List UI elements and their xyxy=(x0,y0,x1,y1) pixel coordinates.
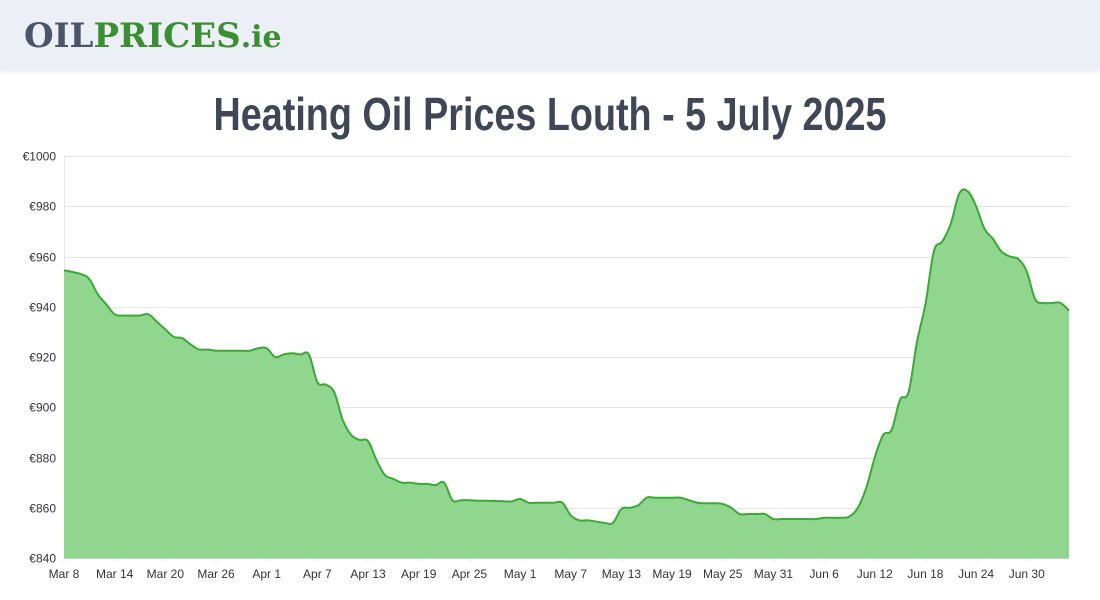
top-bar: OILPRICES.ie xyxy=(0,0,1100,70)
x-tick-label: May 7 xyxy=(554,567,587,581)
logo-prices-text: PRICES xyxy=(93,16,241,56)
x-tick-label: Jun 12 xyxy=(857,567,893,581)
x-tick-label: Jun 6 xyxy=(809,567,839,581)
series-line xyxy=(63,188,1070,525)
x-tick-label: Apr 25 xyxy=(452,567,488,581)
y-tick-label: €960 xyxy=(29,251,56,265)
x-tick-label: May 19 xyxy=(652,567,692,581)
x-tick-label: Apr 19 xyxy=(401,567,437,581)
y-tick-labels: €840 €860 €880 €900 €920 €940 €960 €980 €1000 xyxy=(23,150,57,566)
x-tick-label: Apr 7 xyxy=(303,567,332,581)
y-tick-label: €980 xyxy=(29,200,56,214)
x-tick-label: Jun 30 xyxy=(1009,567,1045,581)
page-title: Heating Oil Prices Louth - 5 July 2025 xyxy=(213,88,887,140)
logo-oil-text: OIL xyxy=(24,16,94,56)
series-area xyxy=(63,188,1070,558)
price-chart: €840 €860 €880 €900 €920 €940 €960 €980 €1000 Ma… xyxy=(23,150,1070,581)
site-logo[interactable]: OILPRICES.ie xyxy=(24,16,282,58)
x-tick-label: Apr 13 xyxy=(350,567,386,581)
x-tick-label: May 1 xyxy=(504,567,537,581)
y-tick-label: €880 xyxy=(29,452,56,466)
x-tick-label: Mar 20 xyxy=(147,567,185,581)
x-tick-label: Mar 8 xyxy=(49,567,80,581)
series-area-fill xyxy=(64,189,1069,558)
x-tick-label: Mar 14 xyxy=(96,567,134,581)
y-tick-label: €920 xyxy=(29,351,56,365)
x-tick-labels: Mar 8 Mar 14 Mar 20 Mar 26 Apr 1 Apr 7 Apr 13 A… xyxy=(49,567,1045,581)
x-tick-label: May 13 xyxy=(602,567,642,581)
x-tick-label: May 31 xyxy=(754,567,794,581)
y-tick-label: €860 xyxy=(29,502,56,516)
x-tick-label: Jun 18 xyxy=(907,567,943,581)
logo-ie-text: .ie xyxy=(240,20,282,55)
x-tick-label: Jun 24 xyxy=(958,567,994,581)
y-tick-label: €840 xyxy=(29,552,56,566)
x-tick-label: Mar 26 xyxy=(197,567,235,581)
x-tick-label: May 25 xyxy=(703,567,743,581)
y-tick-label: €940 xyxy=(29,301,56,315)
x-tick-label: Apr 1 xyxy=(252,567,281,581)
y-tick-label: €900 xyxy=(29,401,56,415)
y-tick-label: €1000 xyxy=(23,150,57,164)
